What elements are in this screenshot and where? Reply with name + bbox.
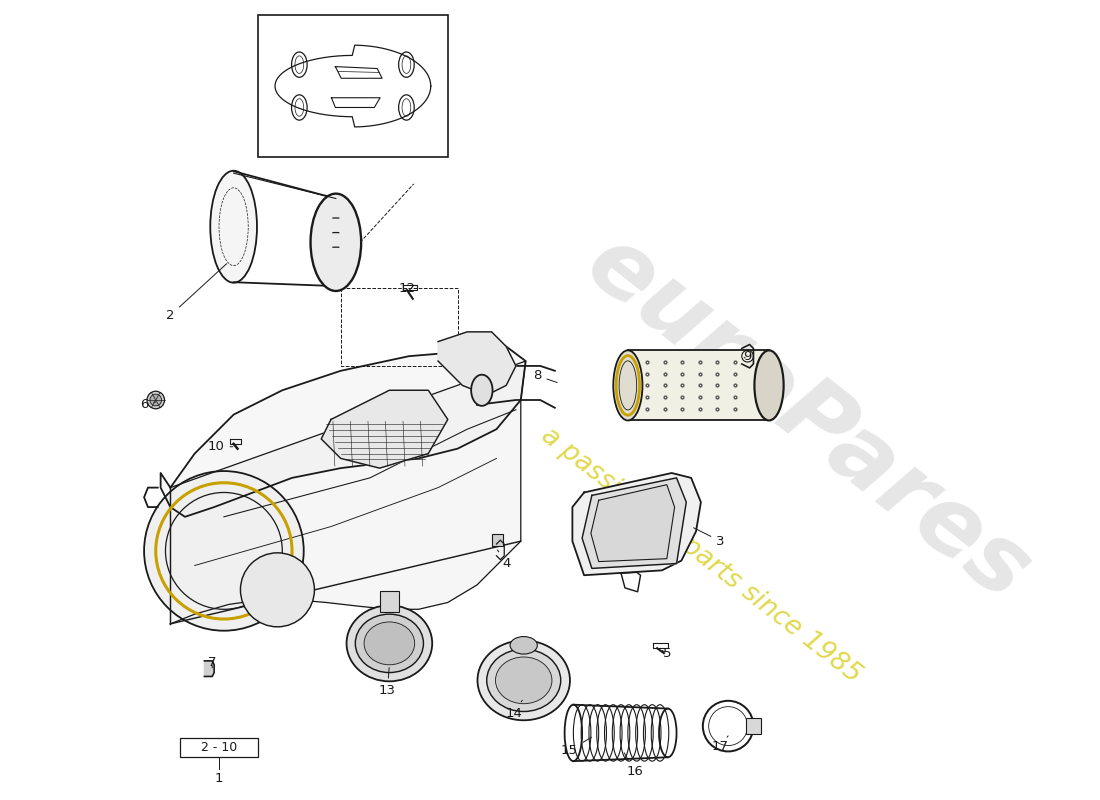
Text: 2: 2 bbox=[166, 264, 227, 322]
Bar bbox=[379, 590, 399, 612]
Polygon shape bbox=[170, 361, 526, 624]
Circle shape bbox=[144, 471, 304, 630]
Ellipse shape bbox=[310, 194, 361, 291]
Bar bbox=[180, 738, 258, 758]
Polygon shape bbox=[572, 473, 701, 575]
Ellipse shape bbox=[355, 614, 424, 673]
Text: 12: 12 bbox=[398, 282, 416, 294]
Polygon shape bbox=[205, 661, 214, 677]
Polygon shape bbox=[321, 390, 448, 468]
Ellipse shape bbox=[346, 606, 432, 682]
Text: 16: 16 bbox=[625, 753, 644, 778]
Bar bbox=[492, 534, 504, 546]
Text: 3: 3 bbox=[694, 528, 725, 548]
Polygon shape bbox=[591, 485, 674, 562]
Ellipse shape bbox=[495, 657, 552, 704]
Ellipse shape bbox=[486, 650, 561, 711]
Ellipse shape bbox=[510, 637, 537, 654]
Bar bbox=[746, 718, 761, 734]
Text: 14: 14 bbox=[506, 700, 522, 720]
Bar bbox=[628, 350, 769, 421]
Ellipse shape bbox=[364, 622, 415, 665]
Text: 13: 13 bbox=[378, 667, 396, 697]
Circle shape bbox=[241, 553, 315, 627]
Text: 6: 6 bbox=[140, 398, 156, 411]
Ellipse shape bbox=[614, 350, 642, 421]
Ellipse shape bbox=[477, 641, 570, 720]
Bar bbox=[258, 15, 448, 157]
Text: 8: 8 bbox=[534, 369, 557, 382]
Text: 10: 10 bbox=[208, 440, 233, 454]
Ellipse shape bbox=[471, 374, 493, 406]
Ellipse shape bbox=[210, 170, 257, 282]
Ellipse shape bbox=[147, 391, 165, 409]
Polygon shape bbox=[161, 346, 526, 517]
Text: 2 - 10: 2 - 10 bbox=[201, 741, 238, 754]
Text: 7: 7 bbox=[208, 656, 217, 670]
Text: 17: 17 bbox=[712, 736, 729, 753]
Text: euroPares: euroPares bbox=[568, 218, 1048, 621]
Text: 9: 9 bbox=[744, 350, 751, 362]
Polygon shape bbox=[438, 332, 516, 395]
Text: 5: 5 bbox=[662, 646, 671, 659]
Ellipse shape bbox=[755, 350, 783, 421]
Text: 4: 4 bbox=[497, 550, 510, 570]
Text: 1: 1 bbox=[214, 772, 223, 785]
Circle shape bbox=[150, 394, 162, 406]
Polygon shape bbox=[582, 478, 686, 569]
Text: 15: 15 bbox=[561, 738, 592, 757]
Text: a passion for parts since 1985: a passion for parts since 1985 bbox=[536, 423, 866, 689]
